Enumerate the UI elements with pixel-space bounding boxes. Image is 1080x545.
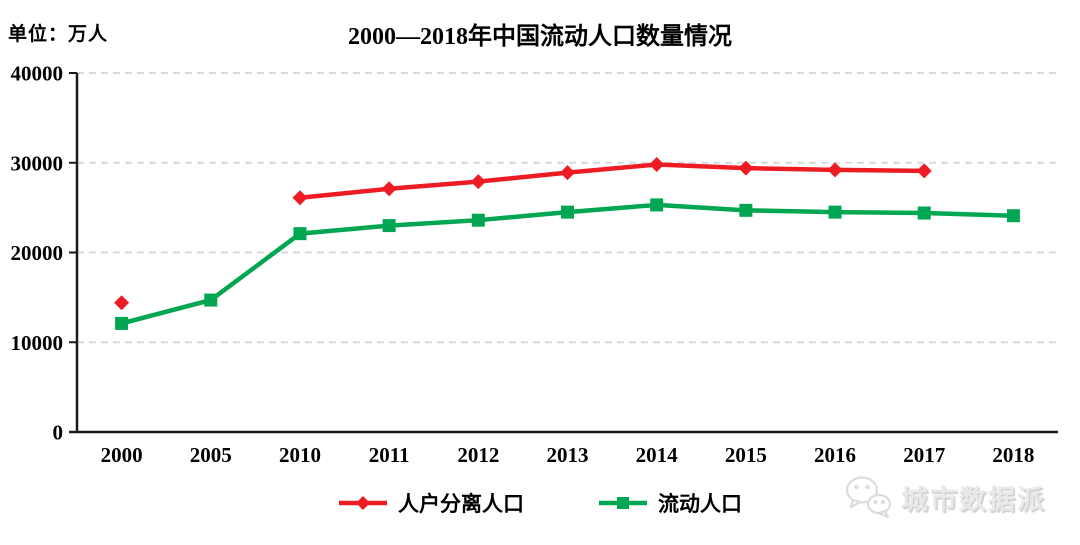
- x-tick-label: 2005: [190, 443, 232, 467]
- y-tick-label: 10000: [11, 331, 64, 355]
- green-square-line-icon: [599, 497, 647, 509]
- red-diamond-line-icon: [339, 496, 387, 510]
- data-point-marker: [471, 213, 485, 227]
- y-tick-label: 30000: [11, 151, 64, 175]
- data-point-marker: [917, 206, 931, 220]
- x-tick-label: 2015: [725, 443, 767, 467]
- unit-label: 单位：万人: [8, 24, 109, 45]
- y-tick-label: 0: [53, 421, 64, 445]
- x-tick-label: 2014: [636, 443, 679, 467]
- x-tick-label: 2016: [814, 443, 856, 467]
- data-point-marker: [382, 219, 396, 233]
- y-tick-label: 20000: [11, 241, 64, 265]
- legend-item-separated-population: 人户分离人口: [338, 488, 524, 518]
- data-point-marker: [649, 157, 665, 173]
- data-point-marker: [916, 163, 932, 179]
- x-tick-label: 2017: [903, 443, 945, 467]
- data-point-marker: [828, 205, 842, 219]
- data-point-marker: [292, 190, 308, 206]
- data-point-marker: [114, 295, 130, 311]
- data-point-marker: [1006, 209, 1020, 223]
- data-point-marker: [204, 293, 218, 307]
- data-point-marker: [650, 198, 664, 212]
- data-point-marker: [738, 160, 754, 176]
- data-point-marker: [470, 174, 486, 190]
- y-tick-label: 40000: [11, 62, 64, 86]
- legend-item-floating-population: 流动人口: [598, 488, 742, 518]
- x-tick-label: 2018: [992, 443, 1034, 467]
- legend-label-separated-population: 人户分离人口: [398, 492, 524, 516]
- x-tick-label: 2011: [369, 443, 410, 467]
- data-point-marker: [115, 316, 129, 330]
- x-tick-label: 2010: [279, 443, 321, 467]
- data-point-marker: [827, 162, 843, 178]
- x-tick-label: 2012: [457, 443, 499, 467]
- data-point-marker: [739, 203, 753, 217]
- data-point-marker: [560, 165, 575, 181]
- chart-title: 2000—2018年中国流动人口数量情况: [348, 24, 732, 50]
- x-tick-label: 2000: [101, 443, 143, 467]
- series-line-人户分离人口: [297, 162, 927, 201]
- legend: 人户分离人口 流动人口: [0, 488, 1080, 518]
- data-point-marker: [381, 181, 397, 197]
- x-tick-label: 2013: [547, 443, 589, 467]
- legend-label-floating-population: 流动人口: [658, 492, 742, 516]
- data-point-marker: [293, 227, 307, 241]
- data-point-marker: [561, 205, 574, 219]
- series-line-流动人口: [119, 202, 1016, 326]
